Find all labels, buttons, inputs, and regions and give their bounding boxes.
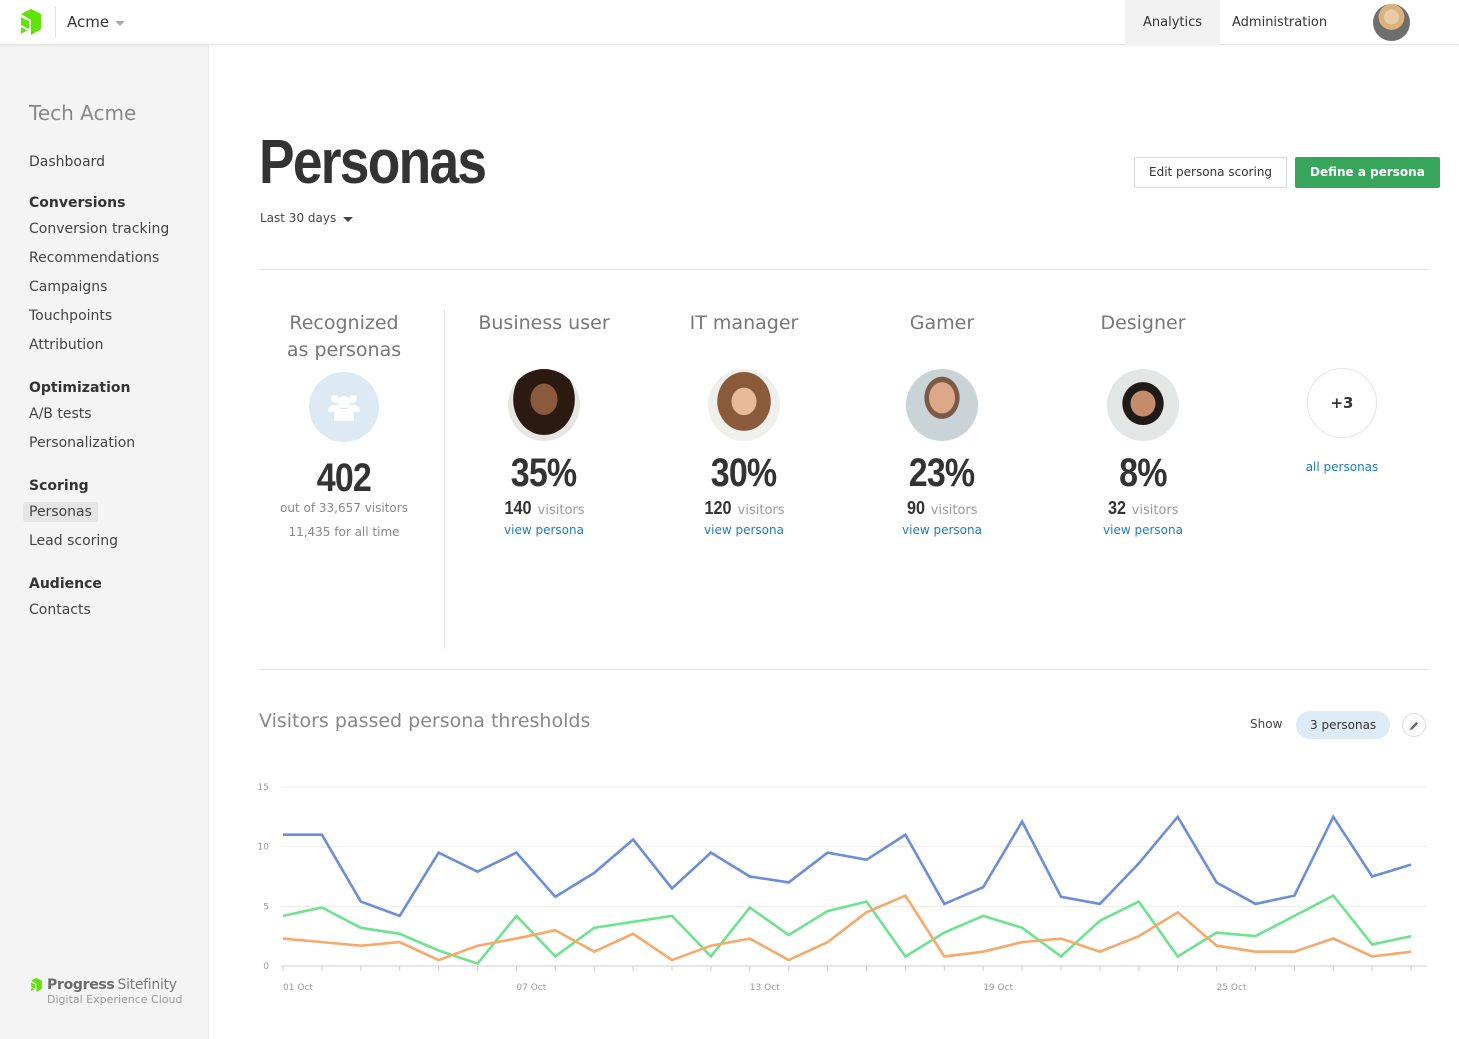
visitor-count: 90 [907, 498, 926, 518]
persona-avatar-business-user[interactable] [508, 369, 580, 441]
sitefinity-brand: Progress Sitefinity Digital Experience C… [29, 977, 182, 1006]
visitor-count: 32 [1108, 498, 1127, 518]
persona-percent: 8% [1119, 451, 1167, 495]
more-personas: +3 all personas [1292, 308, 1392, 475]
sidebar-heading-scoring: Scoring [29, 478, 89, 494]
view-persona-link[interactable]: view persona [902, 523, 982, 537]
recognized-out-of: out of 33,657 visitors [280, 501, 408, 515]
brand-name-sitefinity: Sitefinity [117, 977, 177, 993]
persona-filter-pill[interactable]: 3 personas [1296, 711, 1391, 739]
persona-avatar-designer[interactable] [1107, 369, 1179, 441]
sidebar-item-contacts[interactable]: Contacts [29, 602, 91, 618]
divider [259, 269, 1429, 270]
date-range-dropdown[interactable]: Last 30 days [260, 211, 354, 225]
persona-card-designer: Designer 8% 32 visitors view persona [1068, 310, 1218, 538]
user-avatar[interactable] [1373, 4, 1410, 41]
visitor-label: visitors [537, 503, 585, 518]
persona-avatar-gamer[interactable] [906, 369, 978, 441]
users-group-icon [328, 395, 360, 421]
svg-text:07 Oct: 07 Oct [516, 983, 546, 993]
tab-analytics[interactable]: Analytics [1125, 0, 1221, 45]
visitor-label: visitors [930, 503, 978, 518]
sidebar-site-title: Tech Acme [29, 101, 137, 125]
sidebar-item-lead-scoring[interactable]: Lead scoring [29, 533, 119, 549]
svg-text:25 Oct: 25 Oct [1217, 983, 1247, 993]
tab-administration[interactable]: Administration [1232, 15, 1328, 30]
edit-persona-scoring-button[interactable]: Edit persona scoring [1134, 157, 1288, 188]
people-circle [309, 372, 379, 442]
sidebar-item-recommendations[interactable]: Recommendations [29, 250, 160, 266]
header-divider [55, 6, 56, 38]
top-bar: Acme Analytics Administration [0, 0, 1459, 45]
progress-logo-icon [31, 978, 42, 992]
view-persona-link[interactable]: view persona [504, 523, 584, 537]
svg-text:01 Oct: 01 Oct [283, 983, 313, 993]
all-personas-link[interactable]: all personas [1305, 460, 1379, 474]
persona-visitors: 32 visitors [1068, 498, 1218, 519]
site-name: Acme [67, 13, 110, 31]
persona-name: Business user [478, 312, 610, 334]
sidebar-heading-audience: Audience [29, 576, 102, 592]
page-title: Personas [259, 128, 487, 197]
svg-text:5: 5 [263, 902, 269, 912]
persona-name: Gamer [909, 312, 975, 334]
persona-visitors: 120 visitors [669, 498, 819, 519]
persona-percent: 23% [909, 451, 975, 495]
persona-card-business-user: Business user 35% 140 visitors view pers… [469, 310, 619, 538]
show-label: Show [1250, 717, 1283, 731]
sidebar-heading-conversions: Conversions [29, 195, 126, 211]
persona-visitors: 140 visitors [469, 498, 619, 519]
chart-title: Visitors passed persona thresholds [259, 710, 591, 732]
recognized-summary: Recognized as personas 402 out of 33,657… [269, 310, 419, 539]
svg-text:13 Oct: 13 Oct [750, 983, 780, 993]
sidebar-item-touchpoints[interactable]: Touchpoints [29, 308, 113, 324]
recognized-all-time: 11,435 for all time [288, 525, 400, 539]
sidebar-item-personas[interactable]: Personas [23, 502, 98, 522]
svg-text:15: 15 [258, 783, 269, 793]
column-divider [444, 309, 445, 649]
persona-percent: 30% [711, 451, 777, 495]
sidebar-item-ab-tests[interactable]: A/B tests [29, 406, 92, 422]
caret-down-icon [343, 216, 354, 222]
svg-text:19 Oct: 19 Oct [983, 983, 1013, 993]
chevron-down-icon [115, 20, 126, 26]
sidebar-item-dashboard[interactable]: Dashboard [29, 154, 105, 170]
divider [259, 669, 1429, 670]
main-content: Personas Last 30 days Edit persona scori… [209, 45, 1459, 1039]
progress-logo-icon[interactable] [17, 9, 45, 35]
brand-tagline: Digital Experience Cloud [47, 993, 183, 1006]
sidebar-item-attribution[interactable]: Attribution [29, 337, 104, 353]
persona-avatar-it-manager[interactable] [708, 369, 780, 441]
recognized-count: 402 [316, 456, 372, 500]
sidebar-item-campaigns[interactable]: Campaigns [29, 279, 108, 295]
persona-name: IT manager [689, 312, 799, 334]
persona-percent: 35% [511, 451, 577, 495]
persona-visitors: 90 visitors [867, 498, 1017, 519]
persona-card-gamer: Gamer 23% 90 visitors view persona [867, 310, 1017, 538]
pencil-icon [1409, 721, 1418, 730]
sidebar-item-personalization[interactable]: Personalization [29, 435, 136, 451]
view-persona-link[interactable]: view persona [704, 523, 784, 537]
line-chart: 0 5 10 15 01 Oct 07 Oct 13 Oct 19 Oct 25 Oct [258, 783, 1427, 993]
persona-card-it-manager: IT manager 30% 120 visitors view persona [669, 310, 819, 538]
persona-name: Designer [1100, 312, 1186, 334]
visitor-label: visitors [737, 503, 785, 518]
brand-name-progress: Progress [47, 977, 115, 993]
date-range-value: Last 30 days [260, 211, 337, 225]
visitor-count: 120 [704, 498, 733, 518]
view-persona-link[interactable]: view persona [1103, 523, 1183, 537]
visitor-label: visitors [1131, 503, 1179, 518]
sidebar-item-conversion-tracking[interactable]: Conversion tracking [29, 221, 170, 237]
visitor-count: 140 [504, 498, 533, 518]
edit-filter-button[interactable] [1402, 713, 1426, 737]
more-personas-button[interactable]: +3 [1307, 368, 1377, 438]
define-persona-button[interactable]: Define a persona [1295, 157, 1440, 188]
site-switcher[interactable]: Acme [67, 13, 126, 31]
svg-text:10: 10 [258, 843, 270, 853]
sidebar: Tech Acme Dashboard Conversions Conversi… [0, 45, 209, 1039]
recognized-title-line1: Recognized [289, 312, 399, 334]
recognized-title-line2: as personas [286, 339, 402, 361]
svg-text:0: 0 [263, 962, 269, 972]
sidebar-heading-optimization: Optimization [29, 380, 131, 396]
